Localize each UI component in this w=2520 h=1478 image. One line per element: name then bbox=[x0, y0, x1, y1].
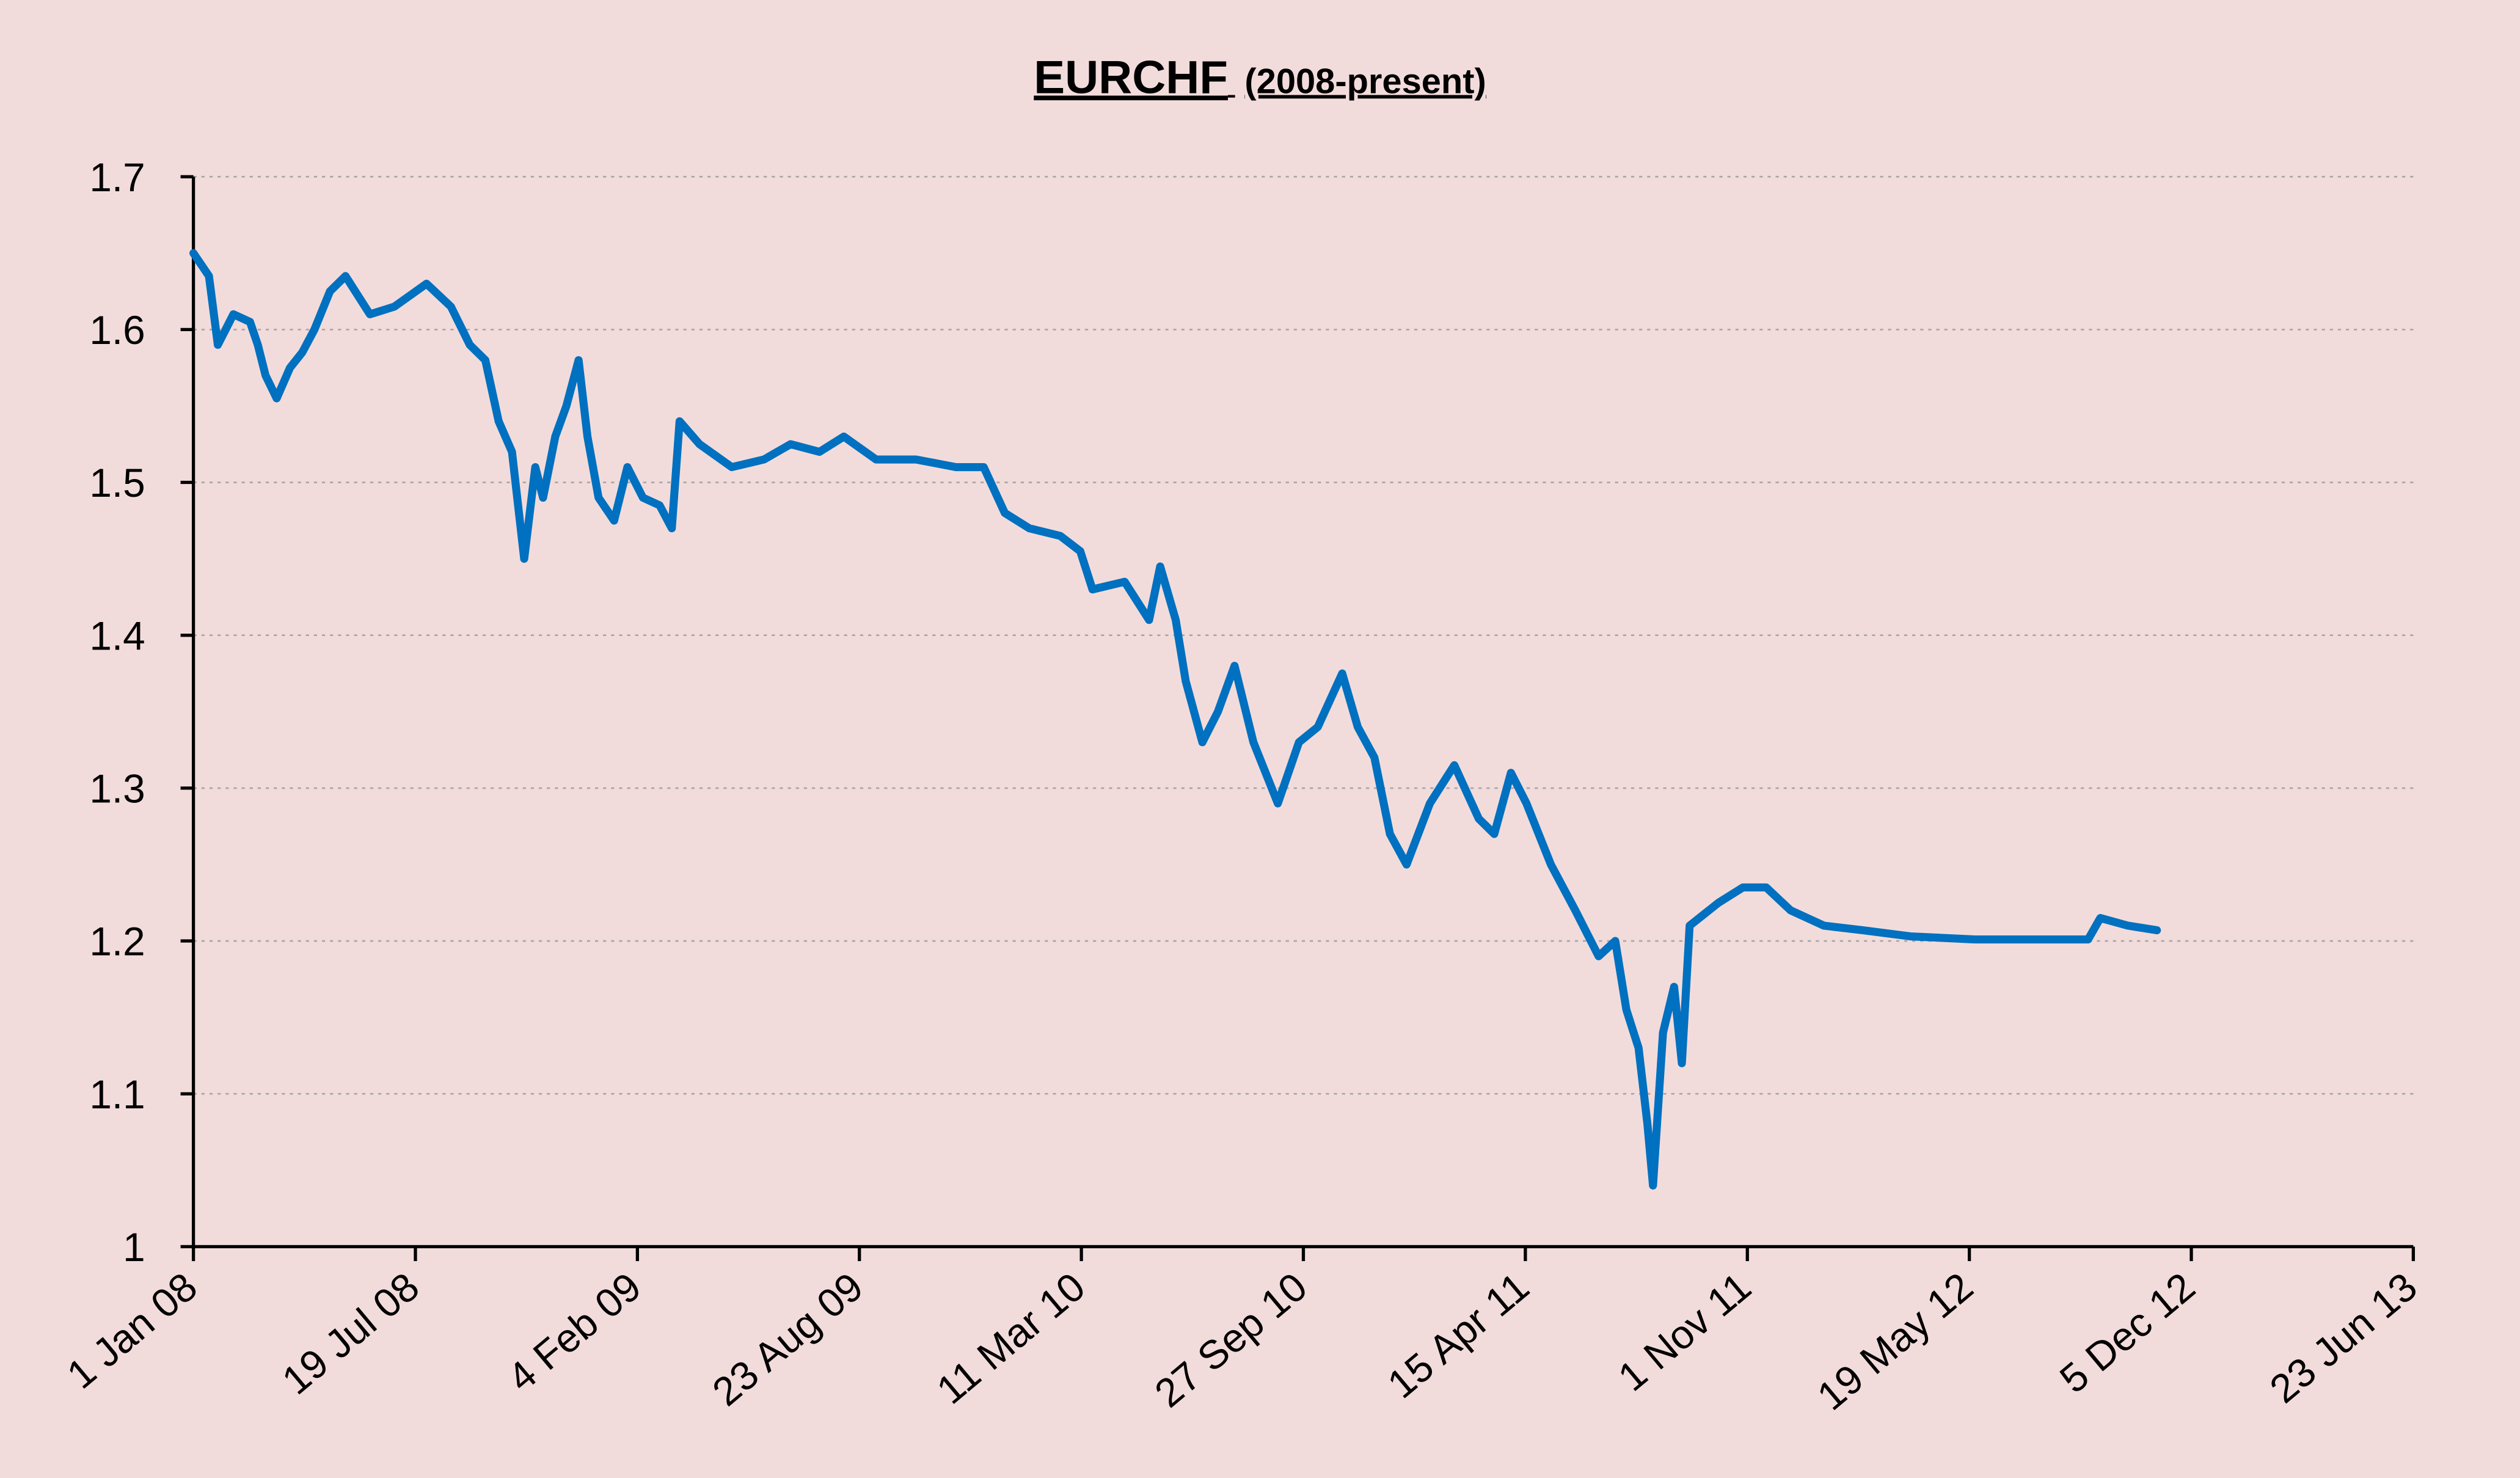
y-tick-label: 1.7 bbox=[89, 155, 145, 200]
chart-title-group: EURCHF (2008-present) bbox=[1034, 52, 1486, 104]
chart-title: EURCHF bbox=[1034, 52, 1228, 104]
y-tick-label: 1.6 bbox=[89, 307, 145, 353]
y-tick-label: 1 bbox=[123, 1224, 145, 1270]
y-tick-label: 1.4 bbox=[89, 613, 145, 658]
y-tick-label: 1.3 bbox=[89, 766, 145, 811]
chart-subtitle: (2008-present) bbox=[1244, 62, 1486, 101]
y-tick-label: 1.5 bbox=[89, 460, 145, 505]
data-line bbox=[189, 249, 2161, 1190]
y-tick-label: 1.1 bbox=[89, 1072, 145, 1117]
y-tick-label: 1.2 bbox=[89, 919, 145, 964]
